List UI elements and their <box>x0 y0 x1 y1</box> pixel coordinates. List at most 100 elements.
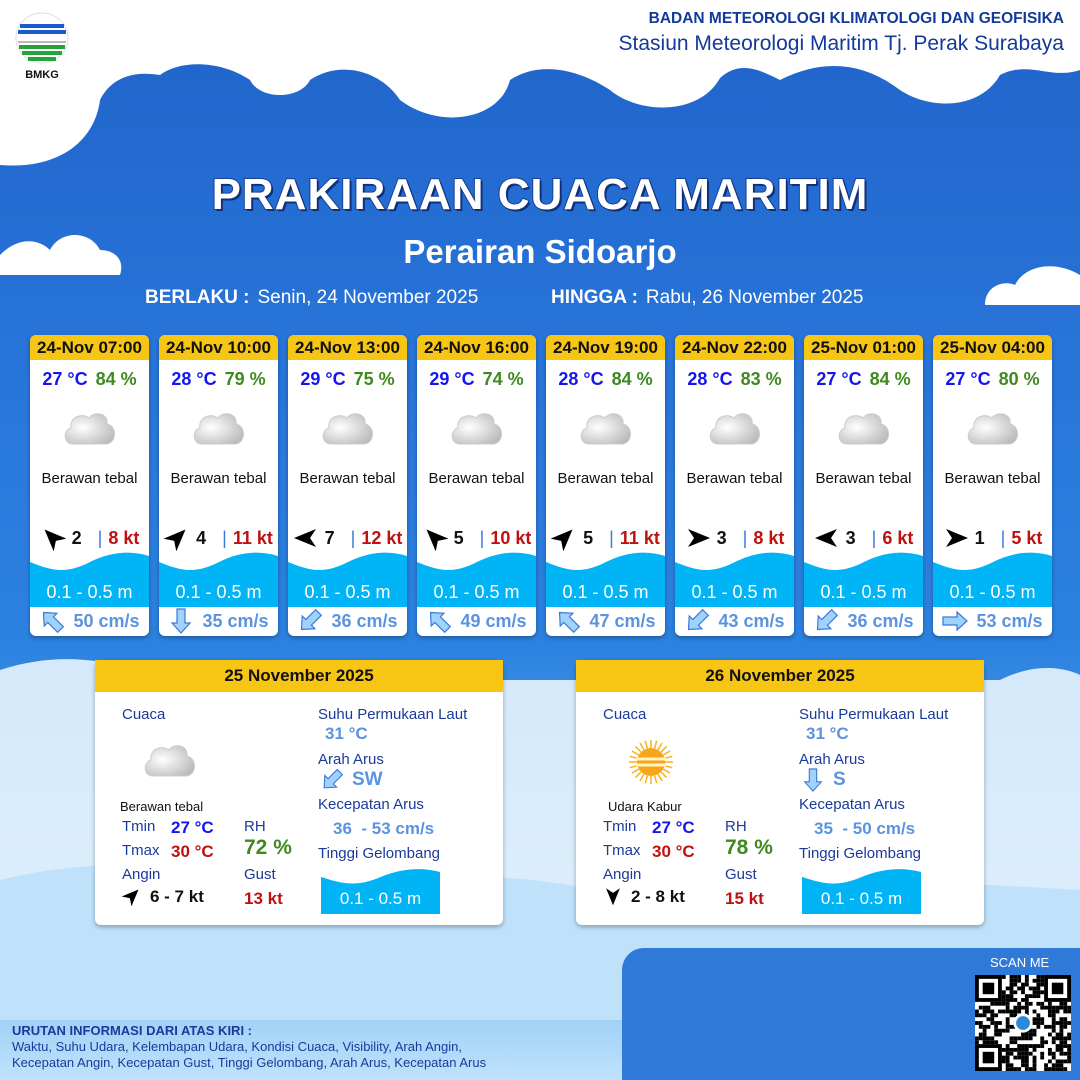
air-temperature: 27 °C <box>42 369 88 389</box>
wave-height-value: 0.1 - 0.5 m <box>691 582 778 602</box>
daily-summary-panel: 26 November 2025 Cuaca Udara Kabur Tmin … <box>576 660 984 925</box>
valid-to: HINGGA : Rabu, 26 November 2025 <box>551 287 864 309</box>
gust-speed: 8 kt <box>753 527 785 548</box>
valid-to-label: HINGGA : <box>551 287 638 308</box>
gust-speed: 10 kt <box>490 527 532 548</box>
current-direction-icon <box>942 610 969 632</box>
qr-code[interactable] <box>975 975 1071 1071</box>
cloud-icon <box>143 740 197 785</box>
weather-condition: Udara Kabur <box>608 799 682 814</box>
wave-height-value: 0.1 - 0.5 m <box>433 582 520 602</box>
cloud-icon <box>450 408 504 448</box>
page-title: PRAKIRAAN CUACA MARITIM <box>211 169 869 220</box>
valid-from-date: Senin, 24 November 2025 <box>257 287 479 308</box>
wave-height: 0.1 - 0.5 m <box>159 550 278 607</box>
current-direction-value: SW <box>352 769 383 790</box>
tmin-value: 27 °C <box>652 818 695 837</box>
wind-speed: 4 <box>196 527 207 548</box>
current-speed: 43 cm/s <box>718 610 785 631</box>
weather-condition: Berawan tebal <box>815 470 912 487</box>
valid-from-label: BERLAKU : <box>145 287 250 308</box>
rh-value: 78 % <box>725 836 773 859</box>
forecast-card: 25-Nov 04:00 27 °C 80 % Berawan tebal 1 | 5… <box>933 335 1052 636</box>
station-name: Stasiun Meteorologi Maritim Tj. Perak Su… <box>618 32 1064 55</box>
forecast-card: 24-Nov 10:00 28 °C 79 % Berawan tebal 4 | 1… <box>159 335 278 636</box>
weather-condition: Berawan tebal <box>686 470 783 487</box>
gust-speed: 8 kt <box>108 527 140 548</box>
sst-value: 31 °C <box>325 724 368 743</box>
air-temperature: 27 °C <box>945 369 991 389</box>
current-speed: 36 cm/s <box>331 610 398 631</box>
divider: | <box>350 527 356 548</box>
weather-condition: Berawan tebal <box>557 470 654 487</box>
weather-label: Cuaca <box>603 706 647 723</box>
valid-to-date: Rabu, 26 November 2025 <box>645 287 864 308</box>
info-legend: URUTAN INFORMASI DARI ATAS KIRI : Waktu,… <box>12 1023 486 1071</box>
tmax-label: Tmax <box>603 842 641 859</box>
sst-label: Suhu Permukaan Laut <box>799 706 949 723</box>
wave-height-value: 0.1 - 0.5 m <box>339 889 422 908</box>
cloud-icon <box>579 408 633 448</box>
tmin-value: 27 °C <box>171 818 214 837</box>
wave-height: 0.1 - 0.5 m <box>933 550 1052 607</box>
current-direction-icon <box>688 608 710 631</box>
divider: | <box>1000 527 1006 548</box>
bmkg-logo: BMKG <box>14 12 70 81</box>
scan-me-label: SCAN ME <box>990 955 1050 970</box>
wind-direction-icon <box>293 529 316 547</box>
forecast-time: 24-Nov 22:00 <box>675 335 794 360</box>
forecast-time: 24-Nov 19:00 <box>546 335 665 360</box>
wind-direction-icon <box>164 529 186 551</box>
cloud-icon <box>708 408 762 448</box>
current-direction-icon <box>817 608 839 631</box>
header-cloud-background <box>0 0 1080 166</box>
tmax-value: 30 °C <box>171 842 214 861</box>
rh-label: RH <box>725 818 747 835</box>
current-speed: 36 cm/s <box>847 610 914 631</box>
gust-value: 15 kt <box>725 889 764 908</box>
logo-text: BMKG <box>25 69 59 81</box>
wind-direction-icon <box>945 529 968 547</box>
wind-value: 6 - 7 kt <box>150 887 204 906</box>
humidity: 84 % <box>95 369 137 389</box>
forecast-time: 25-Nov 01:00 <box>804 335 923 360</box>
sst-value: 31 °C <box>806 724 849 743</box>
divider: | <box>222 527 227 548</box>
humidity: 83 % <box>740 369 782 389</box>
wind-direction-icon <box>44 529 66 551</box>
valid-from: BERLAKU : Senin, 24 November 2025 <box>145 287 478 309</box>
forecast-card: 24-Nov 16:00 29 °C 74 % Berawan tebal 5 | 1… <box>417 335 536 636</box>
gust-speed: 5 kt <box>1011 527 1043 548</box>
wind-direction-icon <box>814 529 837 547</box>
weather-condition: Berawan tebal <box>944 470 1041 487</box>
current-speed: 50 cm/s <box>73 610 140 631</box>
wave-height-label: Tinggi Gelombang <box>799 845 922 862</box>
humidity: 84 % <box>869 369 911 389</box>
sst-label: Suhu Permukaan Laut <box>318 706 468 723</box>
wind-speed: 3 <box>845 527 856 548</box>
weather-condition: Berawan tebal <box>170 470 267 487</box>
rh-value: 72 % <box>244 836 292 859</box>
wind-value: 2 - 8 kt <box>631 887 685 906</box>
wave-height: 0.1 - 0.5 m <box>288 550 407 607</box>
info-legend-heading: URUTAN INFORMASI DARI ATAS KIRI : <box>12 1023 252 1038</box>
divider: | <box>97 527 103 548</box>
wind-speed: 1 <box>974 527 985 548</box>
wave-height: 0.1 - 0.5 m <box>802 867 921 914</box>
divider: | <box>871 527 877 548</box>
air-temperature: 28 °C <box>171 369 217 389</box>
current-direction-icon <box>171 608 192 634</box>
humidity: 84 % <box>611 369 653 389</box>
current-speed: 53 cm/s <box>976 610 1043 631</box>
cloud-icon <box>837 408 891 448</box>
wind-direction-icon <box>606 888 620 906</box>
wind-direction-icon <box>687 529 710 547</box>
wave-height: 0.1 - 0.5 m <box>804 550 923 607</box>
wind-direction-icon <box>551 529 573 551</box>
wind-speed: 5 <box>583 527 594 548</box>
info-legend-line1: Waktu, Suhu Udara, Kelembapan Udara, Kon… <box>12 1039 462 1054</box>
wave-height: 0.1 - 0.5 m <box>417 550 536 607</box>
wave-height-label: Tinggi Gelombang <box>318 845 441 862</box>
current-direction-value: S <box>833 769 846 790</box>
forecast-card: 24-Nov 07:00 27 °C 84 % Berawan tebal 2 | 8… <box>30 335 149 636</box>
